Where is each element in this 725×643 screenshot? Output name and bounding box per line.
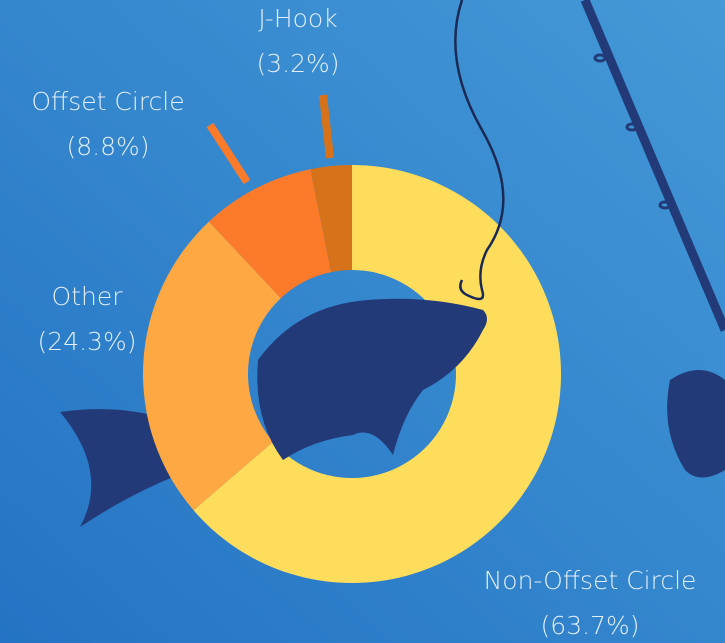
page: {"chart_data": {"type": "donut", "catego… (0, 0, 725, 643)
slice-label: J-Hook (258, 4, 337, 33)
slice-percent: (24.3%) (38, 327, 137, 356)
slice-percent: (3.2%) (256, 49, 339, 78)
chart: Non-Offset Circle (63.7%) Other (24.3%) Offs… (0, 0, 725, 643)
slice-percent: (8.8%) (66, 132, 149, 161)
slice-label: Other (52, 282, 124, 311)
slice-percent: (63.7%) (541, 611, 640, 640)
slice-label: Offset Circle (31, 87, 184, 116)
slice-label: Non-Offset Circle (484, 566, 697, 595)
